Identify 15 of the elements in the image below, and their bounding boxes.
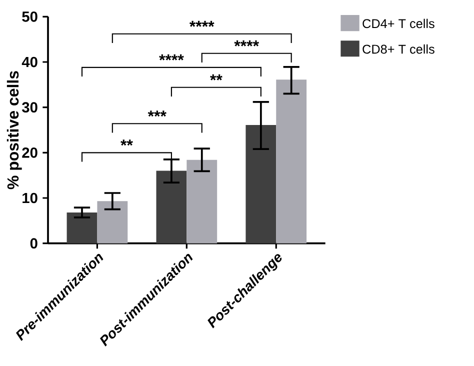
- y-axis-title: % positive cells: [6, 71, 22, 190]
- y-tick-label: 40: [22, 56, 38, 68]
- legend-label: CD8+ T cells: [362, 44, 434, 54]
- annotation: ***: [148, 110, 166, 117]
- y-tick-label: 30: [22, 102, 38, 113]
- y-tick-label: 0: [30, 238, 38, 249]
- legend-label: CD4+ T cells: [362, 18, 434, 28]
- annotation: ****: [189, 20, 214, 27]
- annotation: **: [210, 74, 222, 80]
- y-tick-label: 50: [22, 11, 38, 22]
- annotation: ****: [159, 54, 184, 60]
- annotation: ****: [234, 40, 260, 46]
- annotation: **: [120, 140, 133, 146]
- y-tick-label: 10: [22, 192, 38, 204]
- y-tick-label: 20: [22, 147, 38, 158]
